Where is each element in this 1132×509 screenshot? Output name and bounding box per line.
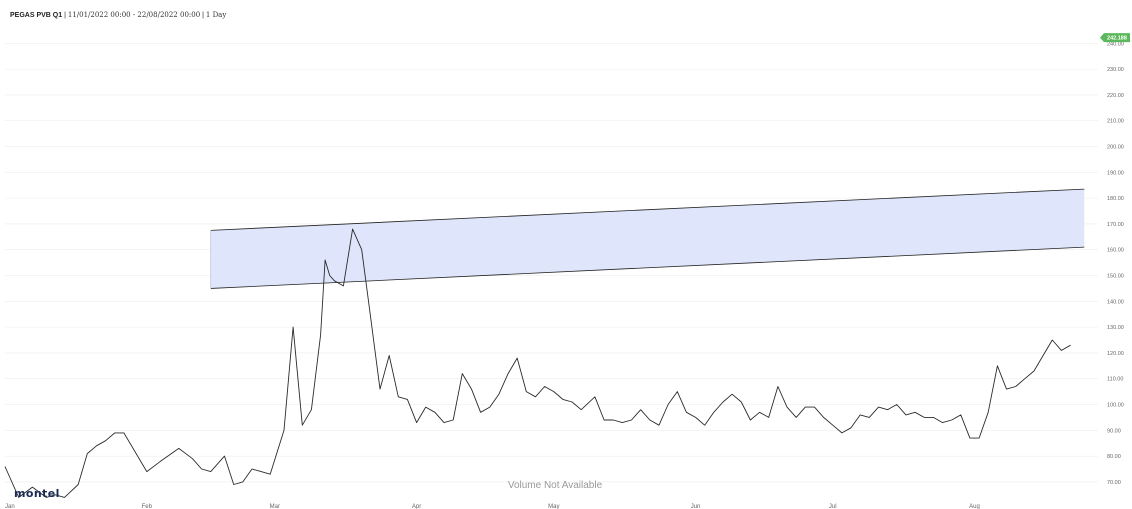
- y-tick-label: 190.00: [1107, 170, 1124, 176]
- y-tick-label: 210.00: [1107, 119, 1124, 125]
- y-tick-label: 80.00: [1107, 454, 1121, 460]
- channel-fill: [210, 189, 1085, 289]
- last-value-badge-shape: [1100, 33, 1130, 43]
- last-value-badge: 242.188: [1100, 33, 1130, 43]
- y-tick-label: 240.00: [1107, 41, 1124, 47]
- y-tick-label: 70.00: [1107, 480, 1121, 486]
- y-tick-label: 200.00: [1107, 145, 1124, 151]
- channel-upper-line: [210, 188, 1085, 231]
- granularity: 1 Day: [205, 11, 227, 19]
- x-axis: Jan Feb Mar Apr May Jun Jul Aug: [5, 504, 980, 509]
- y-tick-label: 170.00: [1107, 222, 1124, 228]
- y-tick-label: 90.00: [1107, 428, 1121, 434]
- x-tick-label: Jan: [5, 504, 15, 509]
- y-tick-label: 160.00: [1107, 248, 1124, 254]
- x-tick-label: Feb: [142, 504, 153, 509]
- y-tick-label: 180.00: [1107, 196, 1124, 202]
- channel-lower-line: [210, 246, 1085, 289]
- y-tick-label: 110.00: [1107, 377, 1123, 383]
- x-tick-label: Aug: [969, 504, 980, 509]
- title-separator-2: |: [202, 12, 206, 19]
- x-tick-label: Apr: [412, 504, 421, 509]
- y-tick-label: 140.00: [1107, 299, 1124, 305]
- volume-watermark: Volume Not Available: [508, 480, 603, 491]
- y-tick-label: 100.00: [1107, 403, 1124, 409]
- y-tick-label: 150.00: [1107, 274, 1124, 280]
- chart-title: PEGAS PVB Q1 | 11/01/2022 00:00 - 22/08/…: [10, 11, 226, 19]
- price-series[interactable]: [4, 228, 1071, 498]
- date-range: 11/01/2022 00:00 - 22/08/2022 00:00: [67, 11, 201, 19]
- title-separator: |: [64, 12, 68, 19]
- montel-logo: montel: [14, 487, 60, 500]
- series-line[interactable]: [4, 228, 1071, 498]
- y-tick-label: 220.00: [1107, 93, 1124, 99]
- trend-channel: [210, 188, 1085, 289]
- instrument-name: PEGAS PVB Q1: [10, 12, 63, 19]
- y-axis: 70.00 80.00 90.00 100.00 110.00 120.00 130.00 1…: [1107, 41, 1124, 486]
- x-tick-label: Mar: [270, 504, 280, 509]
- x-tick-label: Jul: [829, 504, 837, 509]
- last-value-label: 242.188: [1107, 36, 1127, 42]
- x-tick-label: May: [548, 504, 559, 509]
- x-tick-label: Jun: [691, 504, 701, 509]
- y-tick-label: 230.00: [1107, 67, 1124, 73]
- y-tick-label: 120.00: [1107, 351, 1124, 357]
- y-tick-label: 130.00: [1107, 325, 1124, 331]
